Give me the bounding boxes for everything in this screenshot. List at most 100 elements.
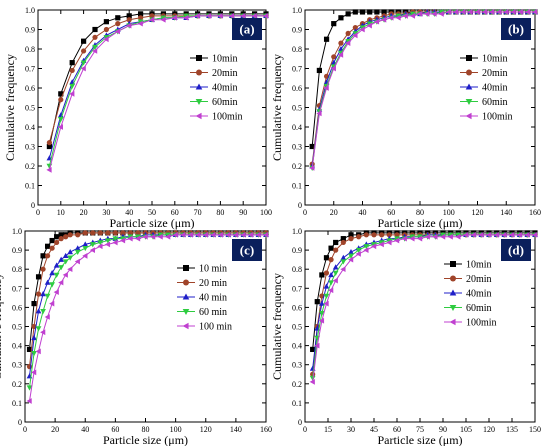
legend-label: 10min bbox=[212, 54, 238, 65]
x-tick-label: 0 bbox=[303, 425, 307, 434]
data-point bbox=[447, 233, 453, 240]
data-point bbox=[363, 244, 370, 250]
y-tick-label: 0.4 bbox=[25, 123, 35, 132]
legend-label: 10min bbox=[482, 54, 508, 65]
data-point bbox=[394, 232, 400, 238]
legend-label: 40min bbox=[212, 83, 238, 94]
data-point bbox=[53, 262, 60, 268]
data-point bbox=[319, 300, 325, 306]
data-point bbox=[183, 14, 189, 21]
y-tick-label: 0.9 bbox=[12, 246, 22, 255]
data-point bbox=[58, 91, 64, 97]
data-point bbox=[150, 233, 156, 240]
legend-marker bbox=[450, 261, 456, 267]
data-point bbox=[332, 264, 339, 270]
panel-tag-label: (b) bbox=[508, 22, 524, 37]
series bbox=[309, 9, 538, 171]
x-tick-label: 30 bbox=[347, 425, 355, 434]
legend: 10 min 20 min 40 min 60 min 100 min bbox=[177, 264, 232, 333]
data-point bbox=[340, 259, 347, 265]
y-tick-label: 0.8 bbox=[292, 45, 302, 54]
data-point bbox=[348, 249, 354, 255]
data-point bbox=[138, 15, 144, 21]
data-point bbox=[75, 232, 81, 238]
data-point bbox=[82, 241, 89, 247]
data-point bbox=[44, 253, 51, 259]
data-point bbox=[58, 279, 64, 286]
y-tick-label: 0.5 bbox=[292, 104, 302, 113]
data-point bbox=[126, 17, 132, 23]
y-tick-label: 0.6 bbox=[292, 303, 302, 312]
series-line bbox=[29, 232, 266, 367]
x-tick-label: 100 bbox=[260, 208, 272, 217]
y-tick-label: 0.3 bbox=[292, 361, 302, 370]
legend-label: 40min bbox=[466, 289, 492, 300]
data-point bbox=[103, 36, 109, 43]
data-point bbox=[401, 235, 407, 242]
x-tick-label: 10 bbox=[57, 208, 65, 217]
data-point bbox=[26, 346, 33, 353]
data-point bbox=[90, 230, 96, 236]
data-point bbox=[31, 334, 37, 341]
data-point bbox=[80, 60, 87, 66]
data-point bbox=[35, 348, 41, 355]
data-point bbox=[67, 266, 73, 273]
legend-label: 20 min bbox=[199, 278, 227, 289]
x-tick-label: 0 bbox=[23, 425, 27, 434]
legend-marker bbox=[196, 69, 202, 76]
data-point bbox=[40, 309, 46, 315]
data-point bbox=[309, 143, 315, 150]
y-tick-label: 0.7 bbox=[292, 65, 302, 74]
data-point bbox=[314, 299, 320, 305]
series bbox=[46, 12, 269, 173]
data-point bbox=[97, 240, 104, 246]
data-point bbox=[409, 235, 415, 242]
data-point bbox=[81, 38, 87, 44]
data-point bbox=[381, 9, 387, 15]
legend-label: 10min bbox=[466, 260, 492, 271]
data-point bbox=[309, 379, 315, 385]
legend-label: 60min bbox=[466, 303, 492, 314]
data-point bbox=[137, 20, 143, 27]
y-tick-label: 0.5 bbox=[12, 323, 22, 332]
data-point bbox=[417, 235, 423, 242]
data-point bbox=[348, 232, 354, 238]
data-point bbox=[328, 280, 334, 286]
legend-marker bbox=[196, 55, 202, 61]
data-point bbox=[217, 12, 223, 19]
data-point bbox=[348, 256, 354, 263]
data-point bbox=[120, 230, 126, 236]
data-point bbox=[378, 241, 384, 248]
y-tick-label: 0.7 bbox=[25, 65, 35, 74]
data-point bbox=[314, 342, 320, 349]
data-point bbox=[263, 231, 269, 238]
y-tick-label: 1.0 bbox=[12, 227, 22, 236]
data-point bbox=[89, 242, 96, 248]
data-point bbox=[69, 90, 75, 97]
data-point bbox=[74, 249, 81, 255]
x-tick-label: 105 bbox=[460, 425, 472, 434]
panel-tag-box bbox=[232, 239, 262, 261]
x-tick-label: 60 bbox=[393, 425, 401, 434]
legend-marker bbox=[182, 293, 190, 300]
data-point bbox=[54, 239, 60, 246]
data-point bbox=[345, 30, 351, 36]
y-tick-label: 0.3 bbox=[12, 361, 22, 370]
data-point bbox=[240, 12, 246, 19]
y-tick-label: 0.6 bbox=[25, 84, 35, 93]
legend-marker bbox=[195, 112, 202, 120]
x-tick-label: 100 bbox=[443, 208, 455, 217]
data-point bbox=[332, 277, 338, 284]
data-point bbox=[69, 60, 75, 66]
y-tick-label: 0.9 bbox=[292, 246, 302, 255]
y-tick-label: 0.5 bbox=[25, 104, 35, 113]
data-point bbox=[138, 11, 144, 17]
legend-marker bbox=[465, 112, 472, 120]
legend: 10min 20min 40min 60min 100min bbox=[444, 260, 497, 329]
x-tick-label: 30 bbox=[102, 208, 110, 217]
legend-marker bbox=[450, 275, 456, 282]
data-point bbox=[62, 259, 69, 265]
data-point bbox=[379, 232, 385, 238]
data-point bbox=[92, 34, 98, 40]
data-point bbox=[328, 245, 334, 251]
